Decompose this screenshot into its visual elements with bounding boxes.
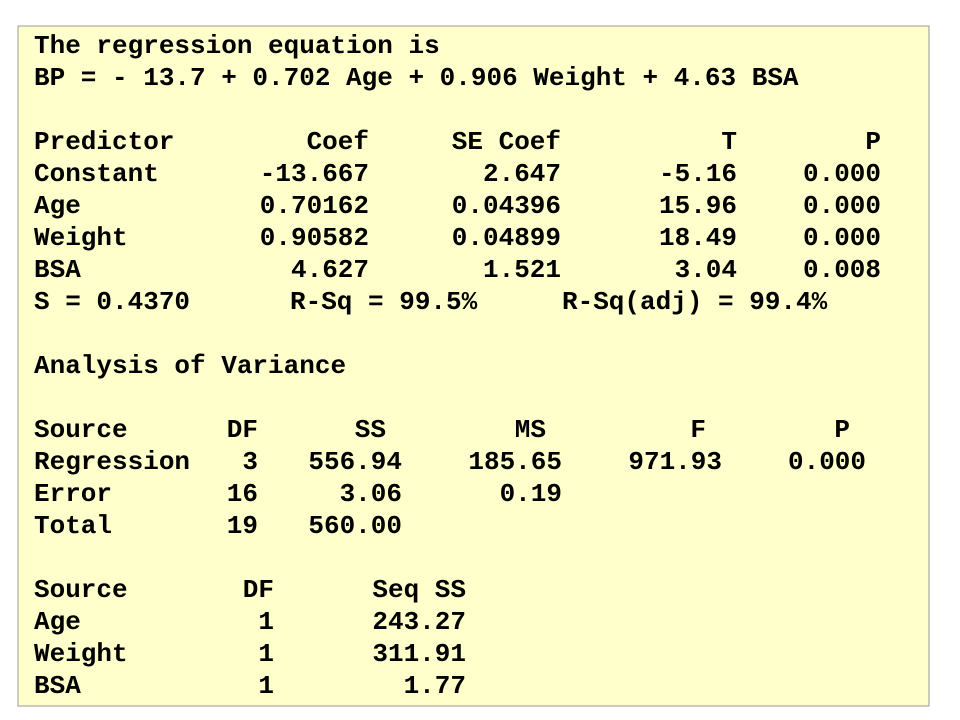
cell: 0.000 [803, 191, 881, 221]
column-header: P [865, 127, 881, 157]
cell: -13.667 [260, 159, 369, 189]
fit-s: S = 0.4370 [34, 287, 190, 317]
cell: 185.65 [468, 447, 562, 477]
cell: 311.91 [372, 639, 466, 669]
cell: 3.04 [675, 255, 737, 285]
cell: 243.27 [372, 607, 466, 637]
regression-equation: BP = - 13.7 + 0.702 Age + 0.906 Weight +… [34, 63, 799, 93]
cell: 1 [258, 639, 274, 669]
cell: 1 [258, 671, 274, 701]
row-label: Age [34, 607, 81, 637]
cell: 15.96 [659, 191, 737, 221]
cell: 0.000 [803, 223, 881, 253]
column-header: Source [34, 415, 128, 445]
row-label: Total [34, 511, 112, 541]
output-panel [17, 25, 930, 707]
header-title: The regression equation is [34, 31, 440, 61]
column-header: Coef [307, 127, 369, 157]
cell: 1.77 [404, 671, 466, 701]
row-label: Weight [34, 639, 128, 669]
row-label: Weight [34, 223, 128, 253]
cell: 556.94 [308, 447, 402, 477]
column-header: MS [515, 415, 546, 445]
anova-title: Analysis of Variance [34, 351, 346, 381]
cell: 1.521 [483, 255, 561, 285]
cell: 560.00 [308, 511, 402, 541]
row-label: Constant [34, 159, 159, 189]
column-header: Seq SS [372, 575, 466, 605]
cell: 1 [258, 607, 274, 637]
row-label: Regression [34, 447, 190, 477]
column-header: T [721, 127, 737, 157]
column-header: DF [243, 575, 274, 605]
fit-r-sq-adj: R-Sq(adj) = 99.4% [562, 287, 828, 317]
cell: -5.16 [659, 159, 737, 189]
column-header: SS [355, 415, 386, 445]
cell: 2.647 [483, 159, 561, 189]
cell: 0.90582 [260, 223, 369, 253]
cell: 0.000 [803, 159, 881, 189]
cell: 18.49 [659, 223, 737, 253]
column-header: Predictor [34, 127, 174, 157]
cell: 3 [242, 447, 258, 477]
column-header: SE Coef [452, 127, 561, 157]
cell: 0.19 [500, 479, 562, 509]
cell: 0.04396 [452, 191, 561, 221]
row-label: Error [34, 479, 112, 509]
cell: 971.93 [628, 447, 722, 477]
column-header: Source [34, 575, 128, 605]
fit-r-sq: R-Sq = 99.5% [290, 287, 478, 317]
cell: 0.000 [788, 447, 866, 477]
column-header: DF [227, 415, 258, 445]
cell: 0.008 [803, 255, 881, 285]
cell: 4.627 [291, 255, 369, 285]
row-label: BSA [34, 671, 81, 701]
cell: 16 [227, 479, 258, 509]
column-header: F [690, 415, 706, 445]
column-header: P [834, 415, 850, 445]
row-label: BSA [34, 255, 81, 285]
cell: 0.04899 [452, 223, 561, 253]
row-label: Age [34, 191, 81, 221]
cell: 3.06 [340, 479, 402, 509]
cell: 19 [227, 511, 258, 541]
cell: 0.70162 [260, 191, 369, 221]
